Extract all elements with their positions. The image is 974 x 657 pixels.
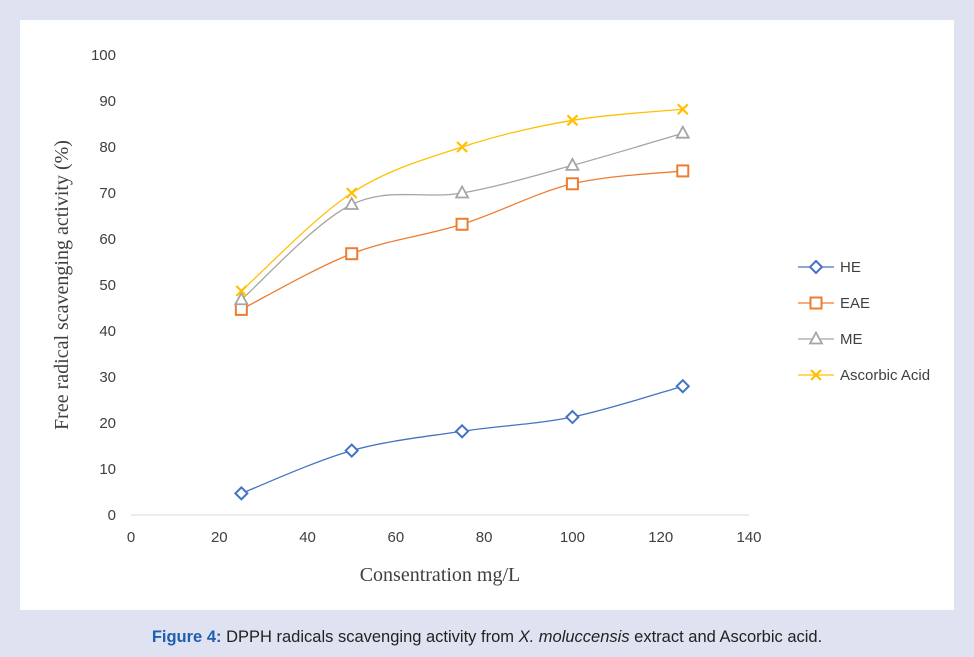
x-tick-label: 100 bbox=[560, 529, 585, 546]
legend-label: EAE bbox=[840, 295, 870, 312]
y-axis-title: Free radical scavenging activity (%) bbox=[51, 140, 73, 430]
data-point bbox=[566, 114, 579, 127]
y-tick-label: 10 bbox=[99, 461, 116, 478]
y-tick-label: 50 bbox=[99, 277, 116, 294]
data-point bbox=[675, 124, 691, 139]
series-line bbox=[240, 108, 683, 292]
legend-marker bbox=[809, 296, 823, 310]
y-tick-label: 20 bbox=[99, 415, 116, 432]
legend-marker bbox=[810, 369, 822, 381]
data-point bbox=[234, 302, 248, 316]
y-tick-label: 70 bbox=[99, 185, 116, 202]
data-point bbox=[677, 103, 689, 116]
data-point bbox=[233, 485, 249, 501]
data-point bbox=[344, 196, 360, 210]
legend-marker bbox=[808, 330, 824, 345]
x-tick-label: 40 bbox=[299, 529, 316, 546]
data-point bbox=[345, 187, 358, 199]
x-tick-label: 140 bbox=[736, 529, 761, 546]
figure-caption: Figure 4: DPPH radicals scavenging activ… bbox=[0, 628, 974, 647]
y-tick-label: 80 bbox=[99, 139, 116, 156]
x-tick-label: 60 bbox=[388, 529, 405, 546]
data-point bbox=[233, 291, 249, 306]
data-point bbox=[454, 423, 470, 439]
y-tick-label: 60 bbox=[99, 231, 116, 248]
legend-marker bbox=[808, 259, 824, 275]
legend-label: Ascorbic Acid bbox=[840, 367, 930, 384]
y-tick-label: 30 bbox=[99, 369, 116, 386]
x-tick-label: 0 bbox=[127, 529, 135, 546]
data-point bbox=[344, 443, 360, 459]
caption-text-after: extract and Ascorbic acid. bbox=[629, 628, 823, 646]
caption-text-before: DPPH radicals scavenging activity from bbox=[221, 628, 519, 646]
y-tick-label: 40 bbox=[99, 323, 116, 340]
x-tick-label: 80 bbox=[476, 529, 493, 546]
x-axis-title: Consentration mg/L bbox=[360, 564, 521, 586]
data-point bbox=[565, 177, 579, 191]
y-tick-label: 0 bbox=[108, 507, 116, 524]
y-tick-label: 90 bbox=[99, 93, 116, 110]
data-point bbox=[345, 247, 359, 261]
y-tick-label: 100 bbox=[91, 47, 116, 64]
data-point bbox=[675, 378, 691, 394]
series-line bbox=[241, 385, 683, 494]
x-tick-label: 20 bbox=[211, 529, 228, 546]
chart: 0 10 20 30 40 50 60 70 80 90 100 0 20 40 60 80 100 120 140… bbox=[51, 47, 930, 586]
data-point bbox=[454, 184, 470, 199]
legend-label: ME bbox=[840, 331, 863, 348]
data-point bbox=[676, 164, 690, 178]
caption-species: X. moluccensis bbox=[518, 628, 630, 646]
data-point bbox=[235, 285, 248, 297]
data-point bbox=[565, 409, 580, 425]
data-point bbox=[456, 141, 468, 153]
x-tick-label: 120 bbox=[648, 529, 673, 546]
data-point bbox=[455, 217, 469, 231]
figure-panel: 0 10 20 30 40 50 60 70 80 90 100 0 20 40 60 80 100 120 140… bbox=[20, 20, 954, 610]
figure-label: Figure 4: bbox=[151, 628, 222, 646]
legend-label: HE bbox=[840, 259, 861, 276]
data-point bbox=[564, 157, 580, 171]
